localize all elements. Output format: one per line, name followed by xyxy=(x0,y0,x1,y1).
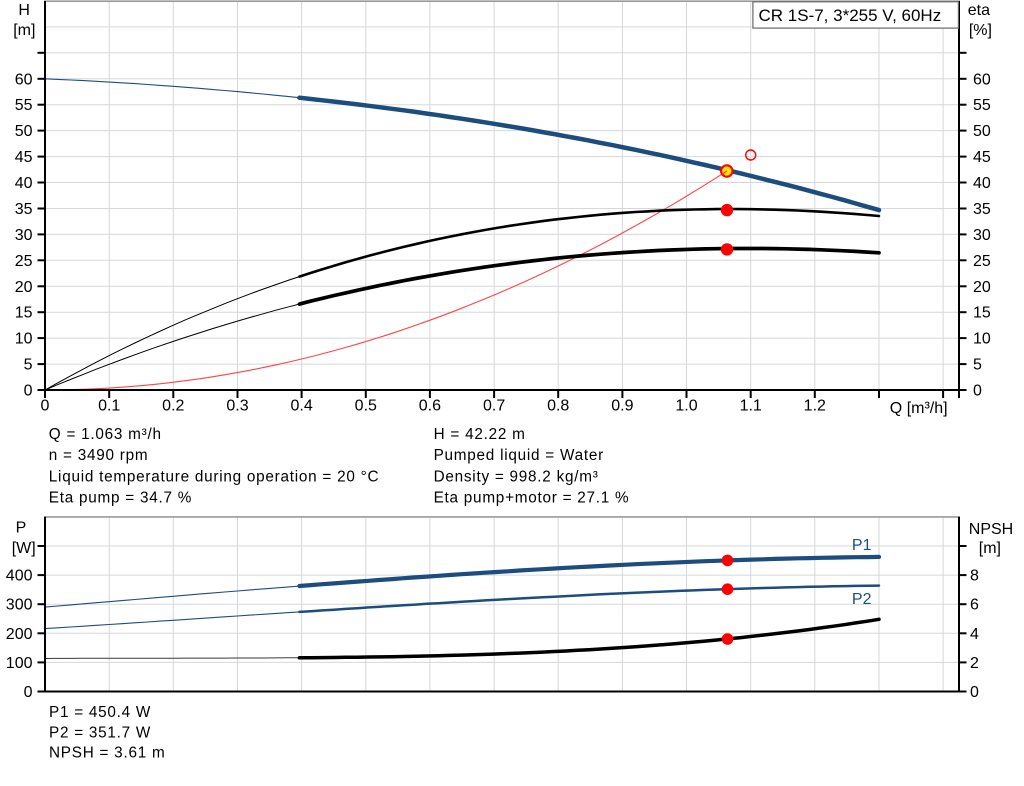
svg-text:45: 45 xyxy=(15,149,33,166)
svg-text:300: 300 xyxy=(6,597,33,614)
svg-text:25: 25 xyxy=(15,253,33,270)
svg-text:50: 50 xyxy=(15,123,33,140)
svg-text:0.2: 0.2 xyxy=(162,398,184,415)
svg-text:0.5: 0.5 xyxy=(355,398,377,415)
svg-text:20: 20 xyxy=(15,279,33,296)
svg-text:eta: eta xyxy=(968,2,990,19)
svg-text:40: 40 xyxy=(973,175,991,192)
svg-text:CR 1S-7, 3*255 V, 60Hz: CR 1S-7, 3*255 V, 60Hz xyxy=(759,6,942,25)
svg-text:60: 60 xyxy=(15,71,33,88)
svg-text:NPSH: NPSH xyxy=(969,521,1013,538)
svg-text:Eta pump+motor = 27.1 %: Eta pump+motor = 27.1 % xyxy=(434,490,630,507)
svg-text:0: 0 xyxy=(41,398,50,415)
svg-text:400: 400 xyxy=(6,568,33,585)
svg-text:30: 30 xyxy=(973,227,991,244)
svg-text:0.1: 0.1 xyxy=(98,398,120,415)
svg-text:0: 0 xyxy=(24,383,33,400)
svg-text:100: 100 xyxy=(6,655,33,672)
svg-text:30: 30 xyxy=(15,227,33,244)
svg-text:55: 55 xyxy=(973,97,991,114)
svg-text:P2: P2 xyxy=(852,591,872,608)
svg-text:2: 2 xyxy=(970,655,979,672)
svg-text:Density = 998.2 kg/m³: Density = 998.2 kg/m³ xyxy=(434,468,599,485)
svg-text:[m]: [m] xyxy=(979,540,1001,557)
svg-text:0.7: 0.7 xyxy=(483,398,505,415)
svg-text:1.2: 1.2 xyxy=(804,398,826,415)
svg-text:0: 0 xyxy=(24,684,33,701)
svg-text:55: 55 xyxy=(15,97,33,114)
svg-text:[%]: [%] xyxy=(969,22,992,39)
svg-text:0.6: 0.6 xyxy=(419,398,441,415)
svg-text:5: 5 xyxy=(24,357,33,374)
svg-text:0.3: 0.3 xyxy=(226,398,248,415)
svg-text:45: 45 xyxy=(973,149,991,166)
svg-text:P1 = 450.4 W: P1 = 450.4 W xyxy=(49,704,151,721)
svg-text:Q = 1.063 m³/h: Q = 1.063 m³/h xyxy=(49,426,162,443)
svg-text:Liquid temperature during oper: Liquid temperature during operation = 20… xyxy=(49,468,379,485)
svg-text:200: 200 xyxy=(6,626,33,643)
svg-text:[m]: [m] xyxy=(13,22,35,39)
svg-text:15: 15 xyxy=(15,305,33,322)
svg-text:H: H xyxy=(18,2,30,19)
svg-text:0.4: 0.4 xyxy=(290,398,312,415)
svg-text:P: P xyxy=(16,520,27,537)
svg-text:P2 = 351.7 W: P2 = 351.7 W xyxy=(49,724,151,741)
svg-text:35: 35 xyxy=(15,201,33,218)
svg-text:8: 8 xyxy=(970,568,979,585)
svg-text:60: 60 xyxy=(973,71,991,88)
svg-text:5: 5 xyxy=(973,357,982,374)
svg-text:[W]: [W] xyxy=(12,540,36,557)
svg-text:n = 3490 rpm: n = 3490 rpm xyxy=(49,447,149,464)
svg-text:NPSH = 3.61 m: NPSH = 3.61 m xyxy=(49,745,165,762)
svg-text:35: 35 xyxy=(973,201,991,218)
svg-text:40: 40 xyxy=(15,175,33,192)
svg-text:1.0: 1.0 xyxy=(675,398,697,415)
svg-text:25: 25 xyxy=(973,253,991,270)
svg-text:6: 6 xyxy=(970,597,979,614)
svg-text:50: 50 xyxy=(973,123,991,140)
svg-text:10: 10 xyxy=(973,331,991,348)
svg-text:0: 0 xyxy=(973,383,982,400)
svg-text:Eta pump = 34.7 %: Eta pump = 34.7 % xyxy=(49,490,192,507)
svg-text:15: 15 xyxy=(973,305,991,322)
svg-text:0.9: 0.9 xyxy=(611,398,633,415)
svg-text:10: 10 xyxy=(15,331,33,348)
svg-text:P1: P1 xyxy=(852,537,872,554)
svg-text:4: 4 xyxy=(970,626,979,643)
svg-text:20: 20 xyxy=(973,279,991,296)
svg-text:0.8: 0.8 xyxy=(547,398,569,415)
svg-text:1.1: 1.1 xyxy=(740,398,762,415)
svg-text:Pumped liquid = Water: Pumped liquid = Water xyxy=(434,447,604,464)
svg-text:0: 0 xyxy=(970,684,979,701)
svg-text:H = 42.22 m: H = 42.22 m xyxy=(434,426,526,443)
svg-text:Q [m³/h]: Q [m³/h] xyxy=(890,400,948,417)
